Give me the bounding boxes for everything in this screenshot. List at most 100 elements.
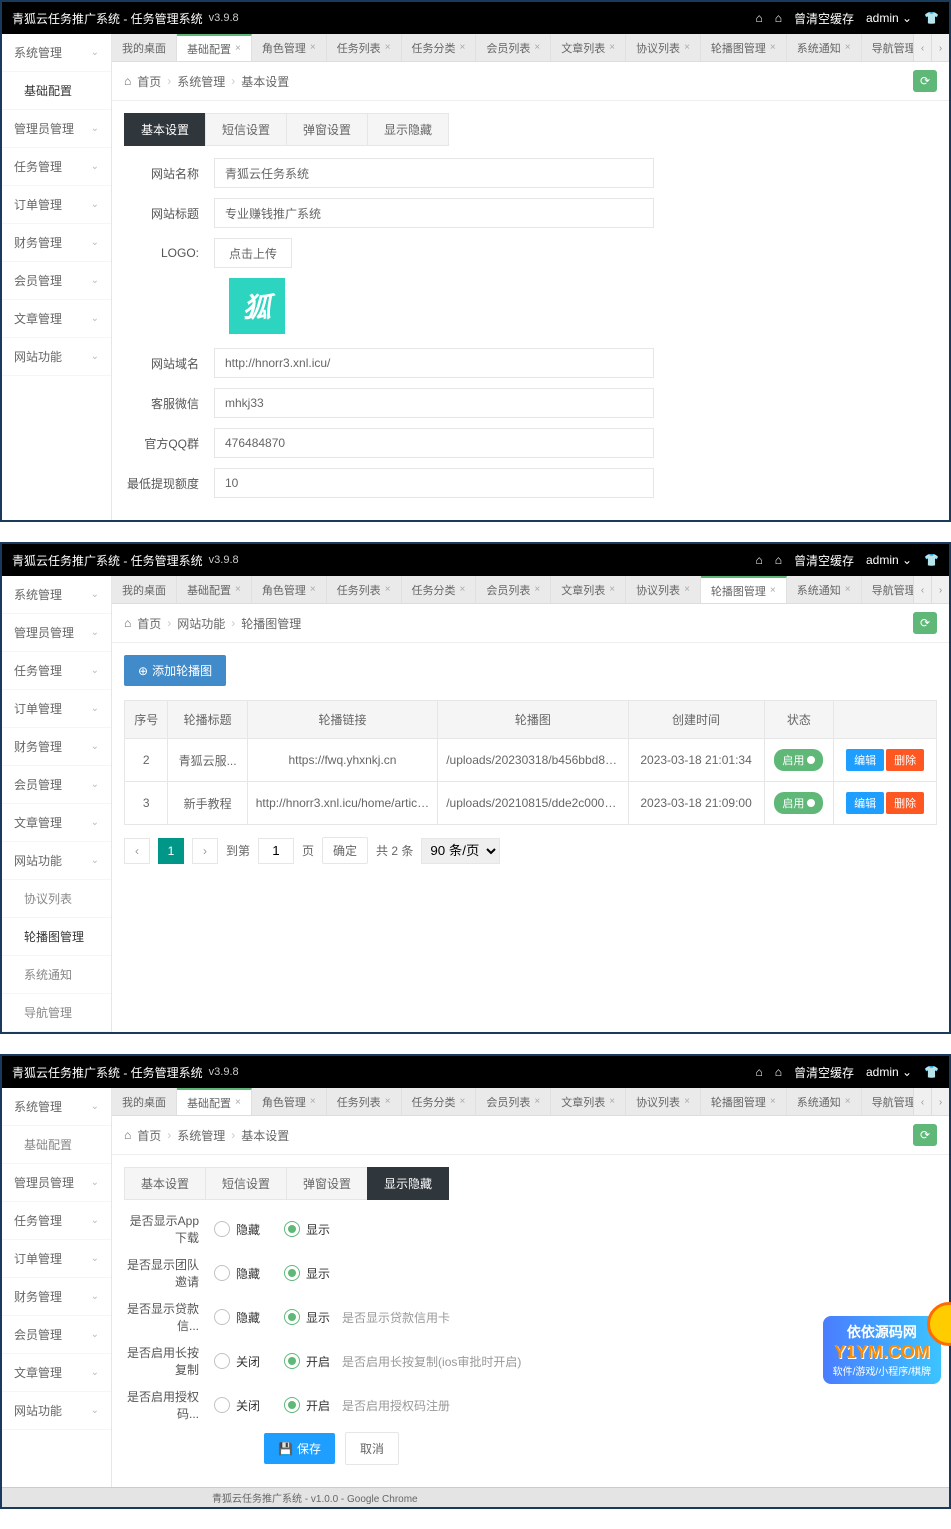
status-badge[interactable]: 启用 [774,792,823,814]
sidebar-item[interactable]: 网站功能⌄ [2,338,111,376]
sidebar-item[interactable]: 基础配置 [2,72,111,110]
sidebar-item[interactable]: 文章管理⌄ [2,1354,111,1392]
tab-prev-button[interactable]: ‹ [913,576,931,604]
sidebar-item[interactable]: 任务管理⌄ [2,1202,111,1240]
edit-button[interactable]: 编辑 [846,749,884,771]
home2-icon[interactable]: ⌂ [775,553,782,567]
subtab[interactable]: 基本设置 [124,113,206,146]
radio-show[interactable]: 显示 [284,1221,330,1238]
tab[interactable]: 会员列表× [476,34,551,62]
sidebar-item[interactable]: 基础配置 [2,1126,111,1164]
shirt-icon[interactable]: 👕 [924,553,939,567]
home2-icon[interactable]: ⌂ [775,11,782,25]
subtab[interactable]: 短信设置 [205,1167,287,1200]
tab[interactable]: 任务分类× [402,34,477,62]
sidebar-item[interactable]: 网站功能⌄ [2,1392,111,1430]
tab[interactable]: 基础配置× [177,576,252,604]
tab-next-button[interactable]: › [931,34,949,62]
tab[interactable]: 系统通知× [787,1088,862,1116]
tab[interactable]: 任务分类× [402,1088,477,1116]
sidebar-item[interactable]: 会员管理⌄ [2,1316,111,1354]
wechat-input[interactable] [214,388,654,418]
sidebar-item[interactable]: 任务管理⌄ [2,148,111,186]
save-button[interactable]: 💾 保存 [264,1433,335,1464]
prev-page-button[interactable]: ‹ [124,838,150,864]
tab[interactable]: 系统通知× [787,576,862,604]
tab[interactable]: 系统通知× [787,34,862,62]
page-size-select[interactable]: 90 条/页 [421,838,500,864]
sidebar-item[interactable]: 会员管理⌄ [2,766,111,804]
clear-cache-button[interactable]: 曾清空缓存 [794,10,854,27]
tab[interactable]: 任务列表× [327,1088,402,1116]
user-menu[interactable]: admin ⌄ [866,11,912,25]
sidebar-item[interactable]: 管理员管理⌄ [2,110,111,148]
sidebar-item[interactable]: 管理员管理⌄ [2,1164,111,1202]
tab[interactable]: 任务列表× [327,34,402,62]
tab[interactable]: 角色管理× [252,34,327,62]
sidebar-item[interactable]: 导航管理 [2,994,111,1032]
sidebar-item[interactable]: 协议列表 [2,880,111,918]
confirm-button[interactable]: 确定 [322,837,368,864]
qq-input[interactable] [214,428,654,458]
min-withdraw-input[interactable] [214,468,654,498]
tab-next-button[interactable]: › [931,576,949,604]
tab[interactable]: 文章列表× [551,34,626,62]
sidebar-item[interactable]: 文章管理⌄ [2,300,111,338]
sidebar-item[interactable]: 系统管理⌄ [2,34,111,72]
subtab[interactable]: 显示隐藏 [367,113,449,146]
sidebar-item[interactable]: 网站功能⌄ [2,842,111,880]
add-carousel-button[interactable]: ⊕ 添加轮播图 [124,655,226,686]
tab-active[interactable]: 轮播图管理× [701,576,787,604]
sidebar-item[interactable]: 财务管理⌄ [2,728,111,766]
subtab[interactable]: 短信设置 [205,113,287,146]
page-input[interactable] [258,838,294,864]
sidebar-item[interactable]: 任务管理⌄ [2,652,111,690]
tab[interactable]: 任务列表× [327,576,402,604]
user-menu[interactable]: admin ⌄ [866,1065,912,1079]
sidebar-item[interactable]: 订单管理⌄ [2,186,111,224]
tab-prev-button[interactable]: ‹ [913,34,931,62]
home-icon[interactable]: ⌂ [755,1065,762,1079]
tab[interactable]: 协议列表× [626,34,701,62]
tab[interactable]: 我的桌面 [112,576,177,604]
tab-active[interactable]: 基础配置× [177,34,252,62]
sidebar-item[interactable]: 订单管理⌄ [2,690,111,728]
clear-cache-button[interactable]: 曾清空缓存 [794,552,854,569]
sidebar-item[interactable]: 轮播图管理 [2,918,111,956]
domain-input[interactable] [214,348,654,378]
next-page-button[interactable]: › [192,838,218,864]
radio-open[interactable]: 开启 [284,1353,330,1370]
tab[interactable]: 角色管理× [252,576,327,604]
sidebar-item[interactable]: 财务管理⌄ [2,1278,111,1316]
tab-prev-button[interactable]: ‹ [913,1088,931,1116]
clear-cache-button[interactable]: 曾清空缓存 [794,1064,854,1081]
tab[interactable]: 角色管理× [252,1088,327,1116]
home-icon[interactable]: ⌂ [755,11,762,25]
shirt-icon[interactable]: 👕 [924,1065,939,1079]
home-icon[interactable]: ⌂ [755,553,762,567]
home2-icon[interactable]: ⌂ [775,1065,782,1079]
delete-button[interactable]: 删除 [886,749,924,771]
tab[interactable]: 协议列表× [626,1088,701,1116]
tab[interactable]: 协议列表× [626,576,701,604]
sidebar-item[interactable]: 财务管理⌄ [2,224,111,262]
tab[interactable]: 任务分类× [402,576,477,604]
tab[interactable]: 我的桌面 [112,34,177,62]
refresh-button[interactable]: ⟳ [913,70,937,92]
refresh-button[interactable]: ⟳ [913,612,937,634]
tab[interactable]: 会员列表× [476,1088,551,1116]
close-icon[interactable]: × [235,43,241,54]
sidebar-item[interactable]: 订单管理⌄ [2,1240,111,1278]
tab-active[interactable]: 基础配置× [177,1088,252,1116]
radio-open[interactable]: 开启 [284,1397,330,1414]
edit-button[interactable]: 编辑 [846,792,884,814]
radio-close[interactable]: 关闭 [214,1353,260,1370]
refresh-button[interactable]: ⟳ [913,1124,937,1146]
upload-button[interactable]: 点击上传 [214,238,292,268]
radio-hide[interactable]: 隐藏 [214,1309,260,1326]
tab[interactable]: 文章列表× [551,1088,626,1116]
radio-show[interactable]: 显示 [284,1265,330,1282]
page-button[interactable]: 1 [158,838,184,864]
tab-next-button[interactable]: › [931,1088,949,1116]
sidebar-item[interactable]: 系统管理⌄ [2,1088,111,1126]
